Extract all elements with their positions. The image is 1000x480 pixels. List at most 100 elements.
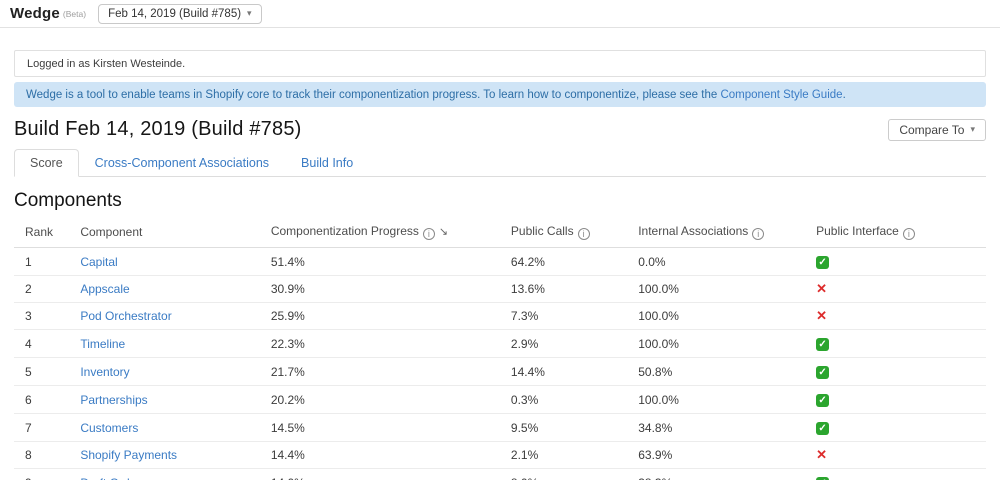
main-content: Logged in as Kirsten Westeinde. Wedge is… xyxy=(14,50,986,480)
build-heading-row: Build Feb 14, 2019 (Build #785) Compare … xyxy=(14,118,986,141)
caret-down-icon: ▾ xyxy=(247,8,252,18)
internal-associations-cell: 100.0% xyxy=(630,302,809,330)
info-icon[interactable]: i xyxy=(577,228,590,240)
components-table: Rank Component Componentization Progress i ↘… xyxy=(14,218,986,480)
check-icon: ✓ xyxy=(816,394,830,407)
table-row: 5 Inventory 21.7% 14.4% 50.8% ✓ xyxy=(14,357,986,386)
rank-cell: 9 xyxy=(14,468,73,480)
table-row: 2 Appscale 30.9% 13.6% 100.0% ✕ xyxy=(14,275,986,303)
public-calls-cell: 7.3% xyxy=(502,302,631,330)
internal-associations-cell: 34.8% xyxy=(630,413,809,442)
internal-associations-cell: 100.0% xyxy=(630,385,809,414)
component-link[interactable]: Capital xyxy=(80,254,118,269)
component-link[interactable]: Customers xyxy=(80,420,139,435)
page-title: Build Feb 14, 2019 (Build #785) xyxy=(14,118,302,140)
table-row: 9 Draft Orders 14.0%8.0%38.3% ✓ xyxy=(14,468,986,480)
public-calls-cell: 9.5% xyxy=(502,413,631,442)
public-interface-cell: ✕ xyxy=(808,302,986,330)
rank-cell: 8 xyxy=(14,441,73,469)
component-link[interactable]: Shopify Payments xyxy=(80,448,178,462)
component-cell: Capital xyxy=(72,247,263,276)
component-style-guide-link[interactable]: Component Style Guide xyxy=(720,88,843,101)
componentization-progress-cell: 14.5% xyxy=(262,413,503,442)
app-name: Wedge xyxy=(10,5,60,22)
table-row: 7 Customers 14.5% 9.5% 34.8% ✓ xyxy=(14,413,986,442)
public-calls-cell: 64.2% xyxy=(502,247,631,276)
componentization-progress-cell: 22.3% xyxy=(262,329,503,358)
column-header-label: Public Interface xyxy=(816,224,899,238)
sort-descending-icon: ↘ xyxy=(438,226,449,238)
component-cell: Shopify Payments xyxy=(72,441,263,469)
internal-associations-cell: 0.0% xyxy=(630,247,809,276)
column-header-internal-associations: Internal Associations i xyxy=(630,218,809,248)
info-icon[interactable]: i xyxy=(422,228,435,240)
check-icon: ✓ xyxy=(816,338,830,351)
compare-to-label: Compare To xyxy=(899,122,965,137)
build-selector-label: Feb 14, 2019 (Build #785) xyxy=(108,7,242,20)
public-interface-cell: ✓ xyxy=(808,357,986,386)
rank-cell: 6 xyxy=(14,385,73,414)
componentization-progress-cell: 51.4% xyxy=(262,247,503,276)
tab-cross-component-associations[interactable]: Cross-Component Associations xyxy=(94,156,270,170)
public-calls-cell: 13.6% xyxy=(502,275,631,303)
table-row: 3 Pod Orchestrator 25.9% 7.3% 100.0% ✕ xyxy=(14,302,986,330)
public-calls-cell: 0.3% xyxy=(502,385,631,414)
check-icon: ✓ xyxy=(816,422,830,435)
tab-build-info[interactable]: Build Info xyxy=(301,156,354,170)
internal-associations-cell: 50.8% xyxy=(630,357,809,386)
public-calls-cell: 8.0% xyxy=(502,468,631,480)
public-interface-cell: ✓ xyxy=(808,413,986,442)
component-cell: Draft Orders xyxy=(72,468,263,480)
component-link[interactable]: Inventory xyxy=(80,364,130,379)
component-link[interactable]: Partnerships xyxy=(80,392,148,407)
check-icon: ✓ xyxy=(816,256,830,269)
info-icon[interactable]: i xyxy=(902,228,915,240)
tab-bar: Score Cross-Component Associations Build… xyxy=(14,149,986,177)
component-cell: Pod Orchestrator xyxy=(72,302,263,330)
compare-to-button[interactable]: Compare To ▾ xyxy=(888,118,986,141)
beta-badge: (Beta) xyxy=(62,8,87,19)
login-status-box: Logged in as Kirsten Westeinde. xyxy=(14,50,986,77)
rank-cell: 2 xyxy=(14,275,73,303)
check-icon: ✓ xyxy=(816,477,830,480)
public-interface-cell: ✕ xyxy=(808,275,986,303)
component-link[interactable]: Timeline xyxy=(80,336,126,351)
cross-icon: ✕ xyxy=(816,447,827,462)
column-header-label: Rank xyxy=(25,225,54,239)
column-header-label: Component xyxy=(80,225,143,239)
info-icon[interactable]: i xyxy=(752,228,765,240)
rank-cell: 1 xyxy=(14,247,73,276)
component-cell: Customers xyxy=(72,413,263,442)
table-row: 1 Capital 51.4% 64.2% 0.0% ✓ xyxy=(14,247,986,276)
component-link[interactable]: Draft Orders xyxy=(80,476,146,480)
cross-icon: ✕ xyxy=(816,281,827,296)
column-header-label: Componentization Progress xyxy=(270,224,419,238)
table-row: 8 Shopify Payments 14.4% 2.1% 63.9% ✕ xyxy=(14,441,986,469)
public-interface-cell: ✓ xyxy=(808,468,986,480)
public-interface-cell: ✕ xyxy=(808,441,986,469)
tab-score[interactable]: Score xyxy=(14,149,79,177)
column-header-component: Component xyxy=(72,218,263,248)
rank-cell: 5 xyxy=(14,357,73,386)
caret-down-icon: ▾ xyxy=(970,124,975,134)
column-header-public-calls: Public Calls i xyxy=(502,218,631,248)
build-selector-dropdown[interactable]: Feb 14, 2019 (Build #785) ▾ xyxy=(98,3,262,24)
components-heading: Components xyxy=(14,190,122,211)
column-header-label: Public Calls xyxy=(510,224,574,238)
componentization-progress-cell: 20.2% xyxy=(262,385,503,414)
component-link[interactable]: Appscale xyxy=(80,282,130,296)
componentization-progress-cell: 14.0% xyxy=(262,468,503,480)
public-interface-cell: ✓ xyxy=(808,385,986,414)
internal-associations-cell: 38.3% xyxy=(630,468,809,480)
componentization-progress-cell: 25.9% xyxy=(262,302,503,330)
table-row: 6 Partnerships 20.2% 0.3% 100.0% ✓ xyxy=(14,385,986,414)
banner-text: Wedge is a tool to enable teams in Shopi… xyxy=(26,88,846,101)
public-calls-cell: 14.4% xyxy=(502,357,631,386)
component-link[interactable]: Pod Orchestrator xyxy=(80,309,172,323)
column-header-componentization-progress[interactable]: Componentization Progress i ↘ xyxy=(262,218,503,248)
info-banner: Wedge is a tool to enable teams in Shopi… xyxy=(14,82,986,107)
check-icon: ✓ xyxy=(816,366,830,379)
table-header: Rank Component Componentization Progress i ↘… xyxy=(14,218,986,248)
internal-associations-cell: 100.0% xyxy=(630,275,809,303)
public-calls-cell: 2.9% xyxy=(502,329,631,358)
